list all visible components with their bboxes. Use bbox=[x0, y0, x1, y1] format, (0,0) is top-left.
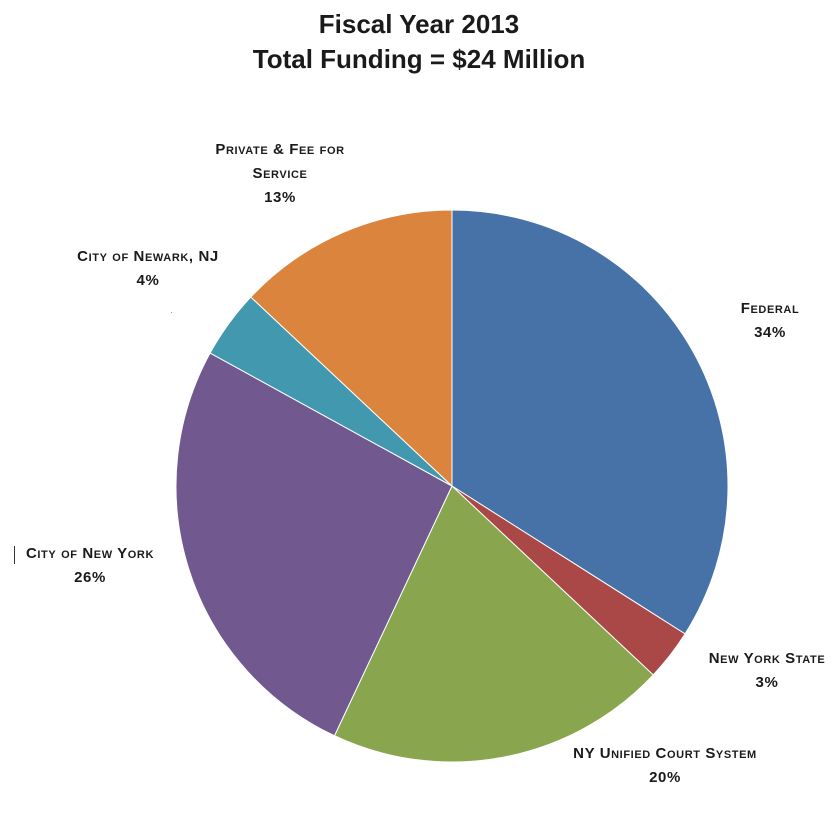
pie-slice-federal bbox=[451, 209, 729, 635]
label-city-of-newark-name: City of Newark, NJ bbox=[77, 248, 219, 265]
label-private-fee-for-service: Private & Fee for Service 13% bbox=[190, 138, 370, 210]
label-city-of-newark-pct: 4% bbox=[136, 272, 160, 289]
label-city-of-new-york-name: City of New York bbox=[25, 545, 155, 562]
chart-subtitle: Total Funding = $24 Million bbox=[252, 44, 586, 74]
label-federal-name: Federal bbox=[740, 300, 800, 317]
label-federal-pct: 34% bbox=[754, 324, 786, 341]
label-ny-unified-court-system-name: NY Unified Court System bbox=[573, 745, 757, 762]
label-new-york-state-pct: 3% bbox=[755, 674, 779, 691]
label-city-of-newark: City of Newark, NJ 4% bbox=[58, 245, 238, 293]
label-city-of-new-york-pct: 26% bbox=[74, 569, 106, 586]
chart-title: Fiscal Year 2013 bbox=[318, 9, 520, 39]
label-ny-unified-court-system-pct: 20% bbox=[649, 769, 681, 786]
label-new-york-state: New York State 3% bbox=[700, 647, 834, 695]
label-marker bbox=[14, 546, 15, 564]
label-private-fee-for-service-name: Private & Fee for Service bbox=[215, 141, 345, 182]
label-ny-unified-court-system: NY Unified Court System 20% bbox=[570, 742, 760, 790]
label-private-fee-for-service-pct: 13% bbox=[264, 189, 296, 206]
label-city-of-new-york: City of New York 26% bbox=[14, 542, 166, 590]
pie-slice-private-fee-for-service bbox=[250, 209, 453, 488]
pie-slice-city-of-new-york bbox=[175, 352, 453, 737]
label-new-york-state-name: New York State bbox=[708, 650, 826, 667]
label-federal: Federal 34% bbox=[715, 297, 825, 345]
label-marker bbox=[171, 312, 172, 313]
pie-slice-ny-unified-court-system bbox=[333, 485, 654, 763]
